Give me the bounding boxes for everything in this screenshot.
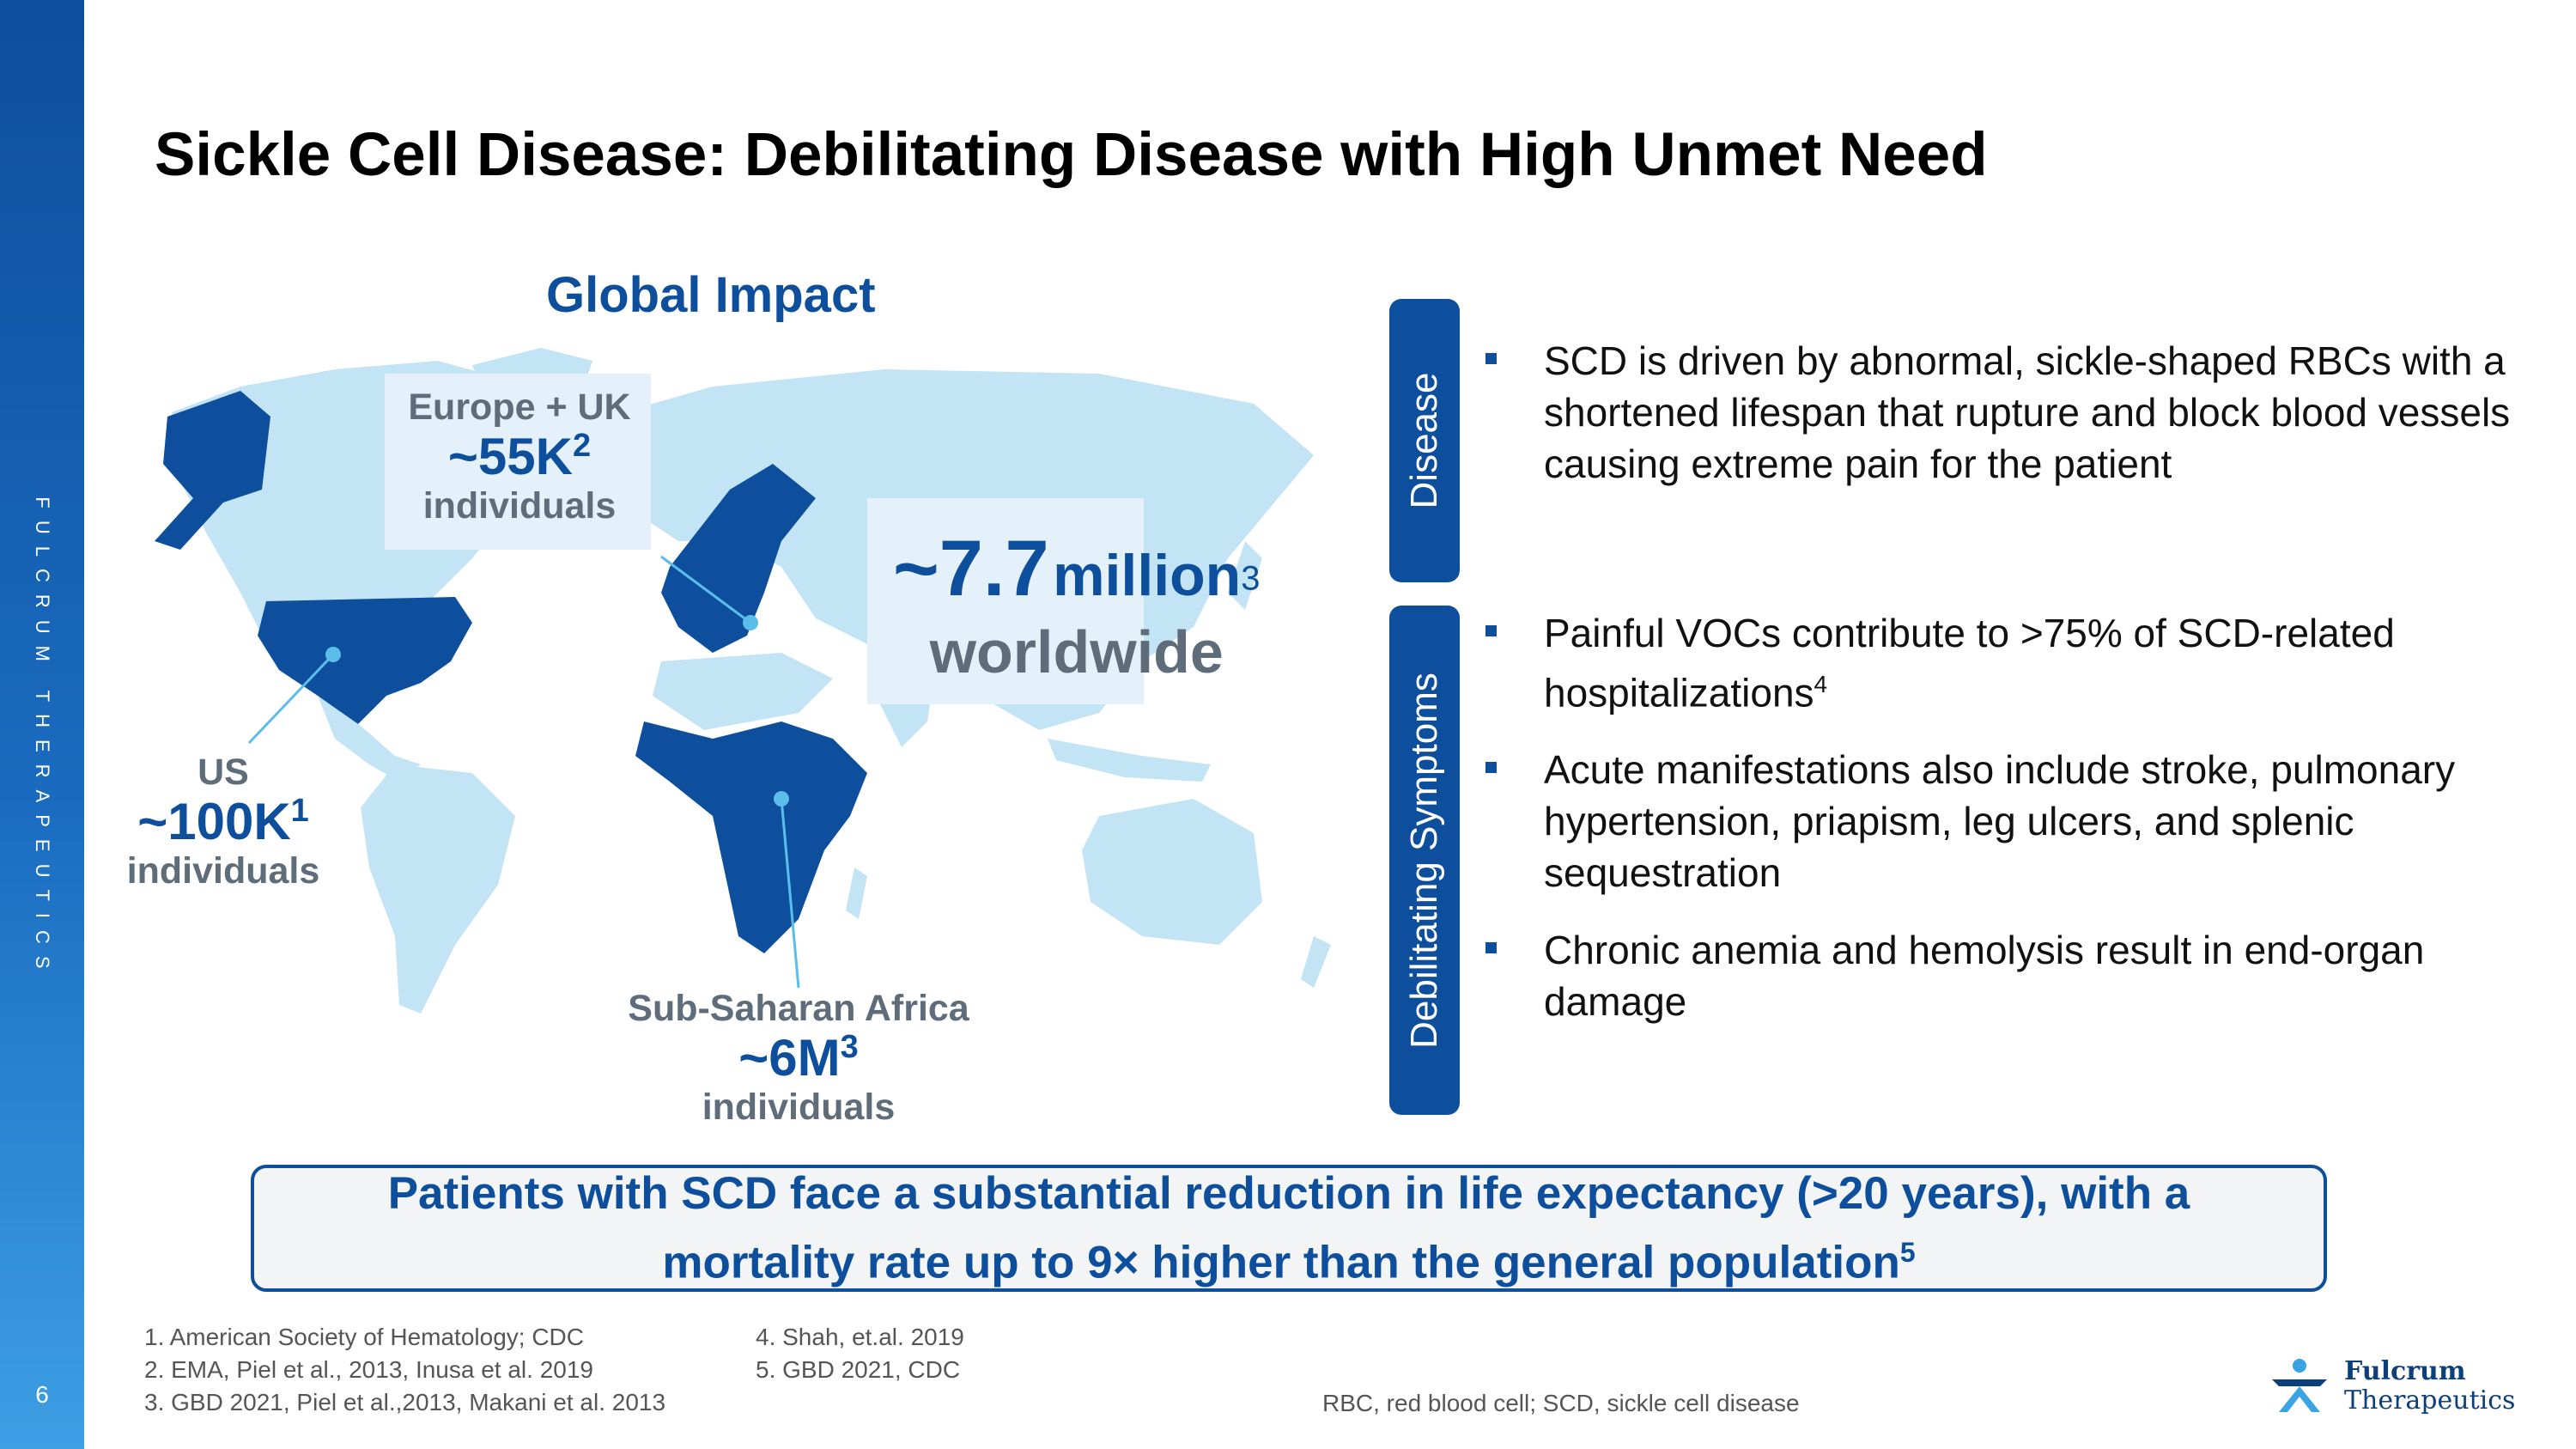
worldwide-value: ~7.7 <box>893 525 1049 612</box>
page-title: Sickle Cell Disease: Debilitating Diseas… <box>155 121 1988 189</box>
fulcrum-logo-icon <box>2272 1359 2327 1412</box>
map-new-zealand <box>1301 936 1331 988</box>
footnote-1: 1. American Society of Hematology; CDC <box>144 1324 584 1350</box>
footnote-4: 4. Shah, et.al. 2019 <box>756 1324 964 1350</box>
worldwide-ref: 3 <box>1241 559 1261 598</box>
worldwide-unit: million <box>1053 543 1242 608</box>
africa-unit: individuals <box>702 1087 896 1128</box>
worldwide-box <box>867 498 1144 704</box>
map-indonesia <box>1048 739 1211 782</box>
symptom-bullet-chronic: Chronic anemia and hemolysis result in e… <box>1485 924 2559 1027</box>
symptom-bullet-vocs: Painful VOCs contribute to >75% of SCD-r… <box>1485 607 2559 718</box>
region-europe: Europe + UK ~55K2 individuals <box>395 387 644 527</box>
us-unit: individuals <box>126 850 320 892</box>
region-africa: Sub-Saharan Africa ~6M3 individuals <box>601 988 996 1129</box>
tab-disease-label: Disease <box>1403 372 1445 509</box>
footnote-2: 2. EMA, Piel et al., 2013, Inusa et al. … <box>144 1356 593 1383</box>
map-europe <box>661 464 816 653</box>
connector-africa <box>780 798 800 989</box>
africa-label: Sub-Saharan Africa <box>628 988 969 1029</box>
disease-bullet: SCD is driven by abnormal, sickle-shaped… <box>1485 335 2559 490</box>
tab-symptoms-label: Debilitating Symptoms <box>1403 672 1445 1049</box>
world-map <box>155 348 1331 1014</box>
map-south-america <box>361 764 515 1014</box>
worldwide-stat: ~7.7 million3 worldwide <box>893 524 1260 686</box>
symptom-bullet-acute: Acute manifestations also include stroke… <box>1485 744 2559 898</box>
europe-unit: individuals <box>422 485 617 527</box>
europe-label: Europe + UK <box>408 387 631 428</box>
region-us: US ~100K1 individuals <box>112 752 335 892</box>
map-japan <box>1228 541 1262 610</box>
footnotes-right: 4. Shah, et.al. 2019 5. GBD 2021, CDC <box>756 1321 964 1386</box>
tab-disease: Disease <box>1389 299 1460 582</box>
map-central-america <box>318 696 421 782</box>
africa-value: ~6M3 <box>738 1029 859 1087</box>
sidebar: FULCRUM THERAPEUTICS 6 <box>0 0 84 1449</box>
tab-debilitating-symptoms: Debilitating Symptoms <box>1389 606 1460 1115</box>
fulcrum-logo-text: Fulcrum Therapeutics <box>2344 1357 2515 1416</box>
symptom-bullets: Painful VOCs contribute to >75% of SCD-r… <box>1485 607 2559 1027</box>
footnote-3: 3. GBD 2021, Piel et al.,2013, Makani et… <box>144 1389 666 1416</box>
map-usa <box>258 597 472 726</box>
map-africa <box>635 721 867 953</box>
us-value: ~100K1 <box>137 793 309 850</box>
footnote-5: 5. GBD 2021, CDC <box>756 1356 961 1383</box>
map-alaska <box>155 391 270 550</box>
callout-line-1: Patients with SCD face a substantial red… <box>387 1167 2190 1219</box>
europe-value: ~55K2 <box>447 428 592 485</box>
life-expectancy-callout: Patients with SCD face a substantial red… <box>251 1165 2327 1292</box>
marker-africa <box>774 791 789 807</box>
worldwide-label: worldwide <box>929 618 1224 685</box>
logo-line-2: Therapeutics <box>2344 1385 2516 1416</box>
abbreviations: RBC, red blood cell; SCD, sickle cell di… <box>1322 1390 1800 1416</box>
map-madagascar <box>846 868 867 919</box>
footnotes-left: 1. American Society of Hematology; CDC 2… <box>144 1321 665 1419</box>
marker-europe <box>743 615 758 630</box>
connector-europe <box>660 555 751 624</box>
sidebar-brand: FULCRUM THERAPEUTICS <box>32 496 53 981</box>
marker-us <box>325 647 341 662</box>
connector-us <box>247 653 335 745</box>
map-australia <box>1082 799 1262 945</box>
map-north-africa <box>653 653 833 730</box>
global-impact-heading: Global Impact <box>546 267 876 323</box>
us-label: US <box>197 752 249 793</box>
callout-line-2: mortality rate up to 9× higher than the … <box>662 1236 1916 1288</box>
europe-box <box>385 374 651 550</box>
disease-bullets: SCD is driven by abnormal, sickle-shaped… <box>1485 335 2559 490</box>
logo-line-1: Fulcrum <box>2344 1356 2466 1386</box>
page-number: 6 <box>35 1381 49 1408</box>
